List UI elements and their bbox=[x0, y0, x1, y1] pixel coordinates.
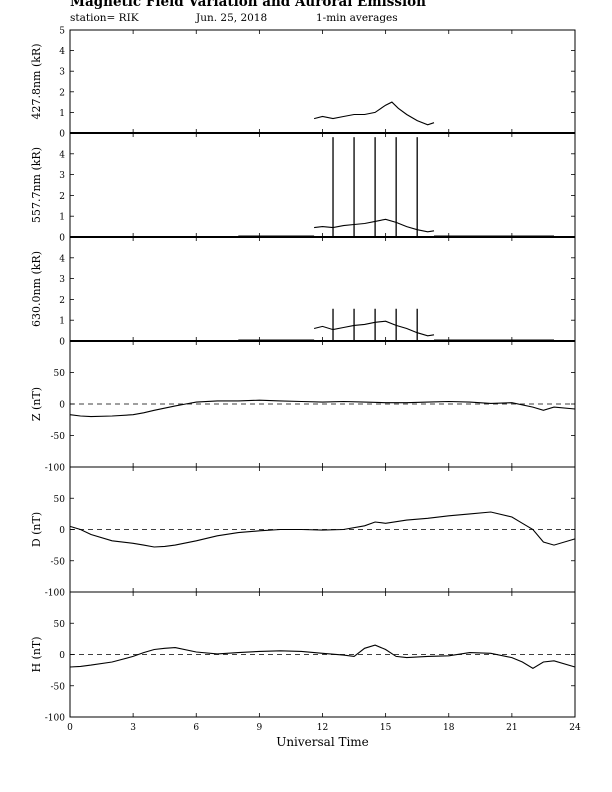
y-tick-label: 0 bbox=[59, 234, 65, 244]
y-axis-label: D (nT) bbox=[30, 512, 43, 547]
y-tick-label: 4 bbox=[59, 150, 65, 160]
y-tick-label: 2 bbox=[59, 88, 65, 98]
x-tick-label: 21 bbox=[506, 723, 517, 733]
y-tick-label: 50 bbox=[54, 495, 66, 505]
panel-frame bbox=[69, 132, 576, 238]
y-tick-label: 0 bbox=[59, 130, 65, 140]
x-tick-label: 18 bbox=[443, 723, 455, 733]
x-tick-label: 12 bbox=[317, 723, 328, 733]
x-tick-label: 9 bbox=[257, 723, 263, 733]
y-tick-label: -100 bbox=[45, 589, 65, 599]
y-tick-label: 3 bbox=[59, 275, 65, 285]
x-tick-label: 15 bbox=[380, 723, 392, 733]
x-tick-label: 6 bbox=[193, 723, 199, 733]
x-tick-label: 24 bbox=[569, 723, 581, 733]
y-tick-label: 1 bbox=[59, 317, 65, 327]
y-tick-label: 5 bbox=[59, 27, 65, 37]
y-tick-label: 1 bbox=[59, 109, 65, 119]
averaging-label: 1-min averages bbox=[316, 12, 398, 24]
y-tick-label: -50 bbox=[51, 432, 66, 442]
y-tick-label: 50 bbox=[54, 620, 66, 630]
x-axis-label: Universal Time bbox=[276, 735, 369, 749]
y-axis-label: 630.0nm (kR) bbox=[30, 251, 43, 327]
y-axis-label: 427.8nm (kR) bbox=[30, 43, 43, 119]
y-tick-label: 0 bbox=[59, 526, 65, 536]
x-tick-label: 3 bbox=[130, 723, 136, 733]
series-line bbox=[313, 320, 435, 337]
y-tick-label: 0 bbox=[59, 338, 65, 348]
y-tick-label: -100 bbox=[45, 714, 65, 724]
chart-title: Magnetic Field Variation and Auroral Emi… bbox=[70, 0, 426, 10]
y-tick-label: -100 bbox=[45, 464, 65, 474]
series-line bbox=[69, 644, 576, 669]
y-axis-label: H (nT) bbox=[30, 636, 43, 672]
y-tick-label: 3 bbox=[59, 68, 65, 78]
y-tick-label: 4 bbox=[59, 47, 65, 57]
panel-frame bbox=[69, 29, 576, 134]
y-tick-label: 1 bbox=[59, 213, 65, 223]
y-tick-label: 2 bbox=[59, 296, 65, 306]
series-line bbox=[313, 101, 435, 126]
y-axis-label: Z (nT) bbox=[30, 387, 43, 421]
y-tick-label: 0 bbox=[59, 401, 65, 411]
y-tick-label: 0 bbox=[59, 651, 65, 661]
date-label: Jun. 25, 2018 bbox=[196, 12, 268, 24]
series-line bbox=[69, 399, 576, 418]
station-label: station= RIK bbox=[70, 12, 139, 24]
y-axis-label: 557.7nm (kR) bbox=[30, 147, 43, 223]
y-tick-label: -50 bbox=[51, 682, 66, 692]
series-line bbox=[314, 218, 435, 233]
y-tick-label: 4 bbox=[59, 254, 65, 264]
y-tick-label: 2 bbox=[59, 192, 65, 202]
y-tick-label: 50 bbox=[54, 369, 66, 379]
series-line bbox=[69, 511, 576, 548]
x-tick-label: 0 bbox=[67, 723, 73, 733]
y-tick-label: -50 bbox=[51, 557, 66, 567]
y-tick-label: 3 bbox=[59, 171, 65, 181]
panel-frame bbox=[69, 236, 576, 342]
